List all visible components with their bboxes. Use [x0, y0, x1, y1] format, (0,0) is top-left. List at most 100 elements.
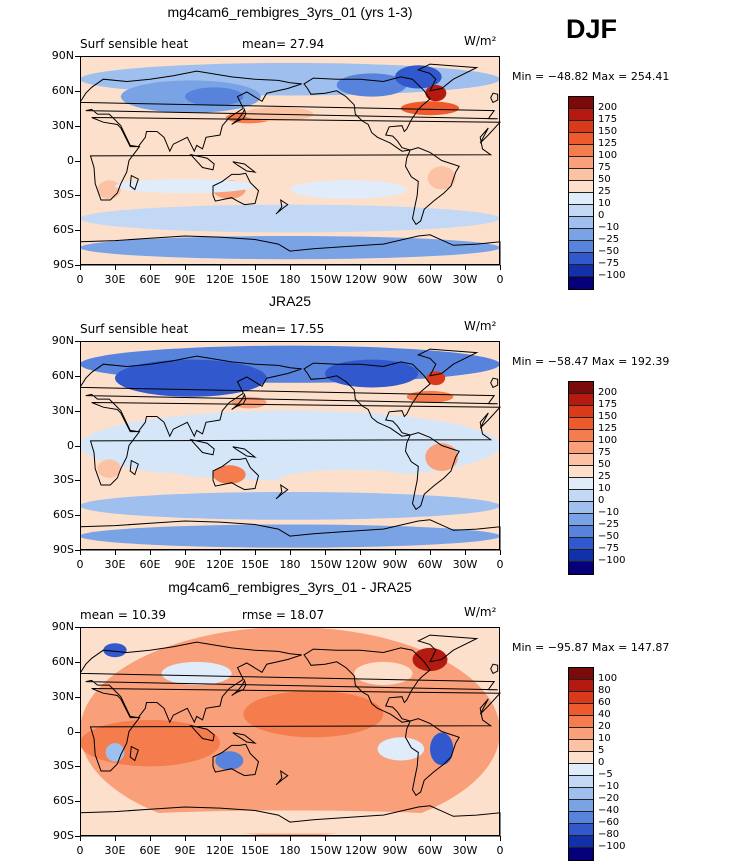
coastline — [89, 688, 501, 772]
colorbar-level-label: 10 — [598, 733, 611, 744]
lat-tick-label: 90N — [51, 620, 74, 633]
colorbar-level-label: −100 — [598, 555, 626, 566]
lon-tick — [80, 550, 81, 555]
lon-tick-label: 180 — [279, 558, 301, 571]
lon-tick-label: 150W — [310, 273, 342, 286]
lon-tick — [185, 550, 186, 555]
colorbar-swatch — [569, 776, 593, 788]
colorbar-swatch — [569, 193, 593, 205]
colorbar-swatch — [569, 382, 593, 394]
colorbar-swatch — [569, 241, 593, 253]
contour-map — [80, 627, 501, 837]
colorbar-swatch — [569, 229, 593, 241]
units-label: W/m² — [464, 319, 497, 333]
units-label: W/m² — [464, 605, 497, 619]
lat-tick-label: 30S — [53, 188, 74, 202]
panel-title: JRA25 — [268, 293, 312, 309]
colorbar-level-label: −20 — [598, 793, 620, 804]
colorbar-swatch — [569, 418, 593, 430]
colorbar-level-label: 40 — [598, 709, 611, 720]
colorbar-swatch — [569, 121, 593, 133]
coastline — [416, 63, 479, 92]
lon-tick-label: 30E — [104, 558, 126, 571]
coastline — [80, 641, 498, 724]
colorbar-swatch — [569, 836, 593, 848]
colorbar-level-label: 75 — [598, 447, 611, 458]
panel-title: mg4cam6_rembigres_3yrs_01 (yrs 1-3) — [167, 4, 413, 20]
lon-tick — [290, 550, 291, 555]
colorbar-level-label: 100 — [598, 435, 618, 446]
lon-tick-label: 120W — [345, 558, 377, 571]
lon-tick — [220, 836, 221, 841]
colorbar-swatch — [569, 848, 593, 860]
coastline — [89, 402, 501, 486]
lat-tick — [75, 731, 80, 733]
lat-tick — [75, 661, 80, 663]
lat-tick — [75, 445, 80, 447]
field-patch — [290, 180, 407, 199]
panel-left-label: Surf sensible heat — [80, 322, 189, 336]
lon-tick — [360, 836, 361, 841]
colorbar-swatch — [569, 538, 593, 550]
field-patch — [185, 87, 244, 106]
colorbar-swatch — [569, 253, 593, 265]
colorbar-level-label: 20 — [598, 721, 611, 732]
colorbar-level-label: 200 — [598, 102, 618, 113]
field-patch — [103, 643, 127, 658]
lat-tick-label: 90S — [53, 543, 74, 556]
lat-tick — [75, 801, 80, 803]
colorbar-level-label: 175 — [598, 114, 618, 125]
colorbar-swatch — [569, 764, 593, 776]
lon-tick — [290, 265, 291, 270]
lon-tick-label: 150E — [241, 844, 269, 857]
coastline — [275, 483, 289, 500]
lon-tick-label: 120E — [206, 558, 234, 571]
colorbar-level-label: 200 — [598, 387, 618, 398]
colorbar-level-label: 80 — [598, 685, 611, 696]
field-patch — [213, 465, 246, 484]
lon-tick — [465, 836, 466, 841]
lon-tick-label: 90W — [382, 844, 408, 857]
colorbar-swatch — [569, 716, 593, 728]
field-patch — [426, 371, 446, 386]
colorbar — [568, 381, 594, 575]
panel-left-label: mean = 10.39 — [80, 608, 167, 622]
colorbar-swatch — [569, 145, 593, 157]
lon-tick — [150, 836, 151, 841]
field-patch — [395, 65, 442, 89]
lon-tick — [220, 265, 221, 270]
colorbar-level-label: 5 — [598, 745, 605, 756]
coastline — [303, 647, 431, 723]
lat-tick-label: 0 — [67, 153, 74, 167]
panel-left-label: Surf sensible heat — [80, 37, 189, 51]
colorbar-level-label: 50 — [598, 174, 611, 185]
contour-map — [80, 341, 501, 551]
lon-tick — [185, 265, 186, 270]
min-max-label: Min = −95.87 Max = 147.87 — [512, 641, 670, 654]
colorbar-level-label: −10 — [598, 222, 620, 233]
coastline — [303, 76, 431, 152]
colorbar-level-label: −80 — [598, 829, 620, 840]
lon-tick-label: 30W — [452, 558, 478, 571]
coastline — [189, 724, 215, 742]
colorbar-level-label: −75 — [598, 258, 620, 269]
colorbar-level-label: 100 — [598, 150, 618, 161]
coastline — [404, 432, 460, 511]
coastline — [232, 446, 257, 458]
lon-tick — [115, 550, 116, 555]
lat-tick — [75, 230, 80, 232]
lon-tick-label: 0 — [496, 558, 504, 571]
lon-tick-label: 30W — [452, 273, 478, 286]
coastline — [303, 361, 431, 437]
field-patch — [97, 459, 121, 479]
lon-tick — [465, 265, 466, 270]
lat-tick-label: 60N — [51, 83, 74, 97]
colorbar-level-label: −50 — [598, 531, 620, 542]
field-patch — [103, 472, 197, 489]
lat-tick — [75, 836, 80, 837]
colorbar-swatch — [569, 442, 593, 454]
lat-tick — [75, 410, 80, 412]
colorbar-swatch — [569, 740, 593, 752]
field-patch — [325, 359, 419, 388]
field-patch — [400, 101, 460, 116]
